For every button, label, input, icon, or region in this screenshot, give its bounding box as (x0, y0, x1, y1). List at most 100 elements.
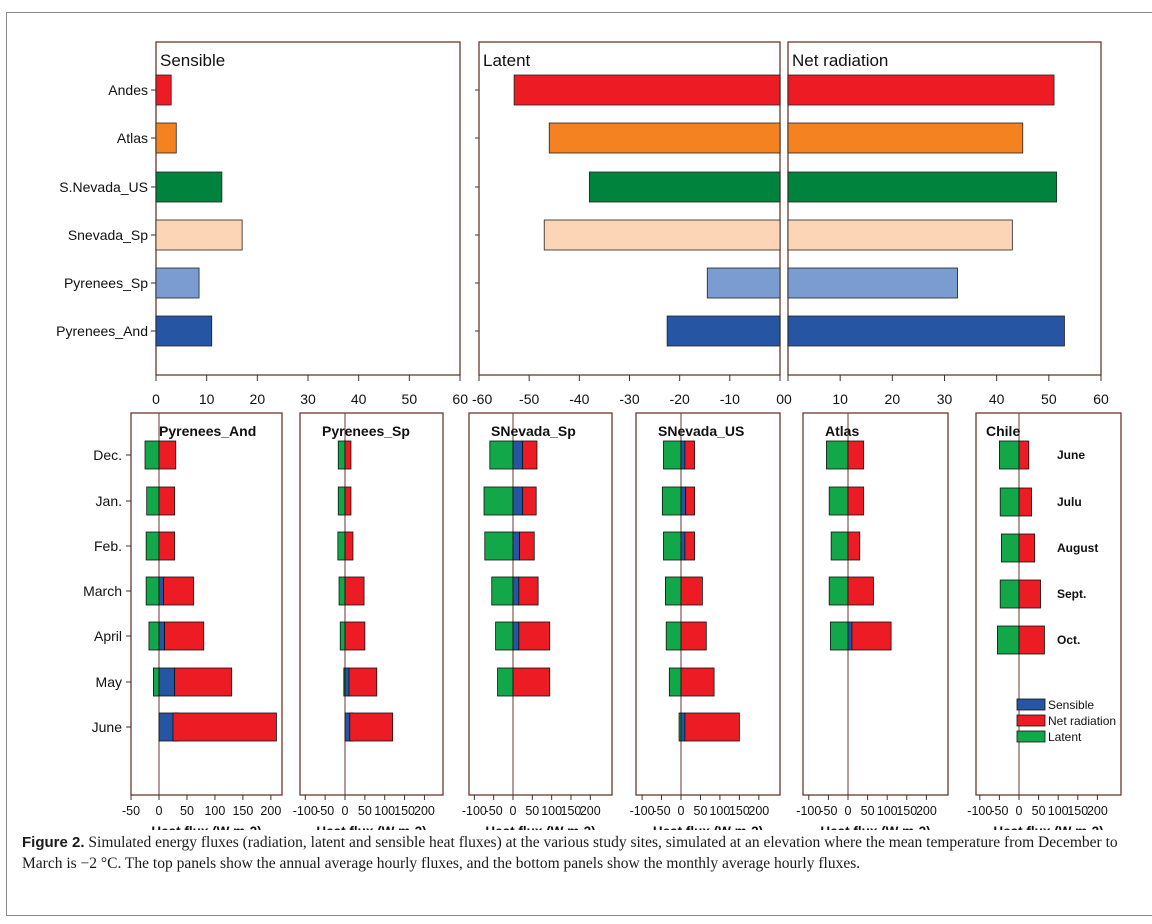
xtick-label-pyrenees-sp--100: -100 (293, 804, 318, 818)
bar-pyrenees-and-dec-net-radiation (158, 440, 177, 470)
xtick-label-atlas-200: 200 (916, 804, 937, 818)
bar-snevada-us-dec-net-radiation (684, 440, 696, 470)
month-label-jan: Jan. (96, 493, 122, 509)
bar-sensible-andes (155, 74, 172, 106)
bar-sensible-atlas (155, 122, 177, 154)
xtick-label-snevada-sp--100: -100 (462, 804, 487, 818)
bar-net-radiation-snevada-sp (787, 219, 1013, 251)
month-label-march: March (83, 583, 122, 599)
xtick-label-chile-150: 150 (1067, 804, 1088, 818)
legend-swatch-net-radiation (1016, 714, 1046, 727)
bar-pyrenees-and-may-net-radiation (174, 667, 233, 697)
xtick-label-chile-50: 50 (1032, 804, 1046, 818)
figure-frame (6, 12, 1152, 916)
category-label-s-nevada-us: S.Nevada_US (59, 179, 148, 195)
bar-pyrenees-and-feb-net-radiation (158, 531, 176, 561)
month-label-dec: Dec. (93, 447, 122, 463)
xtick-label-chile-100: 100 (1048, 804, 1069, 818)
figure-chart: Sensible Andes Atlas S.Nevada_US Snevada_Sp P… (56, 41, 1122, 830)
bar-atlas-jan-net-radiation (847, 486, 865, 516)
bar-pyrenees-sp-april-net-radiation (344, 621, 366, 651)
xlabel-pyrenees-and: Heat flux (W m-2) (151, 824, 261, 830)
bar-net-radiation-pyrenees-sp (787, 267, 958, 299)
panel-title-snevada-us: SNevada_US (658, 423, 744, 439)
xtick-label-pyrenees-and-200: 200 (260, 804, 281, 818)
bar-net-radiation-s-nevada-us (787, 171, 1058, 203)
xtick-label-atlas--50: -50 (819, 804, 837, 818)
bar-pyrenees-and-april-latent (148, 621, 160, 651)
bar-latent-snevada-sp (543, 219, 781, 251)
bar-chile-august-net-radiation (1018, 533, 1036, 563)
bar-atlas-dec-latent (826, 440, 849, 470)
month-label-april: April (94, 628, 122, 644)
month-label-sept: Sept. (1057, 587, 1086, 601)
bar-chile-julu-latent (999, 487, 1020, 517)
legend-label-latent: Latent (1048, 730, 1082, 744)
bar-net-radiation-atlas (787, 122, 1024, 154)
bar-pyrenees-sp-jan-net-radiation (344, 486, 352, 516)
xtick-label-latent--50: -50 (519, 391, 539, 407)
bar-pyrenees-sp-may-net-radiation (348, 667, 378, 697)
bar-snevada-sp-feb-sensible (512, 531, 520, 561)
month-label-feb: Feb. (94, 538, 122, 554)
figure-caption: Figure 2. Simulated energy fluxes (radia… (22, 832, 1132, 874)
xtick-label-sensible-30: 30 (300, 391, 316, 407)
bar-snevada-sp-feb-latent (484, 531, 514, 561)
bar-snevada-us-jan-net-radiation (685, 486, 696, 516)
bar-snevada-us-april-latent (665, 621, 682, 651)
xtick-label-pyrenees-sp-0: 0 (342, 804, 349, 818)
xtick-label-sensible-60: 60 (452, 391, 468, 407)
bar-pyrenees-sp-feb-latent (337, 531, 346, 561)
xtick-label-pyrenees-and-100: 100 (204, 804, 225, 818)
bar-snevada-us-march-net-radiation (680, 576, 703, 606)
xtick-label-snevada-us--50: -50 (653, 804, 671, 818)
xtick-label-net-radiation-50: 50 (1041, 391, 1057, 407)
bar-snevada-us-may-net-radiation (680, 667, 715, 697)
xtick-label-pyrenees-and-0: 0 (156, 804, 163, 818)
xtick-label-sensible-20: 20 (250, 391, 266, 407)
bar-snevada-sp-march-sensible (512, 576, 520, 606)
xtick-label-snevada-sp-50: 50 (525, 804, 539, 818)
panel-title-pyrenees-and: Pyrenees_And (159, 423, 256, 439)
xtick-label-pyrenees-sp-100: 100 (374, 804, 395, 818)
bar-chile-oct-net-radiation (1018, 625, 1045, 655)
xtick-label-chile-0: 0 (1016, 804, 1023, 818)
bar-snevada-sp-may-latent (497, 667, 514, 697)
xtick-label-pyrenees-sp-150: 150 (394, 804, 415, 818)
bar-snevada-sp-march-latent (491, 576, 514, 606)
month-label-oct: Oct. (1057, 633, 1080, 647)
legend-label-net-radiation: Net radiation (1048, 714, 1116, 728)
xtick-label-net-radiation-60: 60 (1093, 391, 1109, 407)
bar-atlas-april-latent (829, 621, 849, 651)
xtick-label-pyrenees-and-50: 50 (180, 804, 194, 818)
bar-snevada-sp-jan-net-radiation (522, 486, 537, 516)
bar-pyrenees-and-march-net-radiation (163, 576, 195, 606)
bar-pyrenees-sp-dec-latent (337, 440, 346, 470)
bar-snevada-us-feb-sensible (680, 531, 686, 561)
bar-snevada-us-feb-net-radiation (684, 531, 696, 561)
xtick-label-snevada-sp--50: -50 (485, 804, 503, 818)
xtick-label-latent--10: -10 (720, 391, 740, 407)
xtick-label-net-radiation-40: 40 (989, 391, 1005, 407)
bar-pyrenees-and-feb-latent (145, 531, 160, 561)
bar-atlas-march-latent (828, 576, 849, 606)
bar-chile-june-latent (999, 440, 1020, 470)
panel-title-sensible: Sensible (160, 51, 225, 70)
xtick-label-pyrenees-sp-200: 200 (414, 804, 435, 818)
xtick-label-snevada-sp-150: 150 (561, 804, 582, 818)
bar-snevada-us-june-sensible (680, 712, 686, 742)
category-label-atlas: Atlas (117, 130, 148, 146)
bar-pyrenees-and-june-net-radiation (172, 712, 277, 742)
bar-chile-june-net-radiation (1018, 440, 1030, 470)
xtick-label-latent--60: -60 (472, 391, 492, 407)
bar-pyrenees-and-dec-latent (144, 440, 160, 470)
bar-sensible-snevada-sp (155, 219, 243, 251)
bar-snevada-sp-march-net-radiation (518, 576, 539, 606)
panel-title-pyrenees-sp: Pyrenees_Sp (322, 423, 410, 439)
panel-title-chile: Chile (986, 423, 1020, 439)
bar-snevada-us-feb-latent (663, 531, 682, 561)
caption-label: Figure 2. (22, 834, 85, 851)
xtick-label-atlas-0: 0 (845, 804, 852, 818)
bar-pyrenees-and-april-net-radiation (164, 621, 205, 651)
bar-pyrenees-and-may-latent (153, 667, 160, 697)
